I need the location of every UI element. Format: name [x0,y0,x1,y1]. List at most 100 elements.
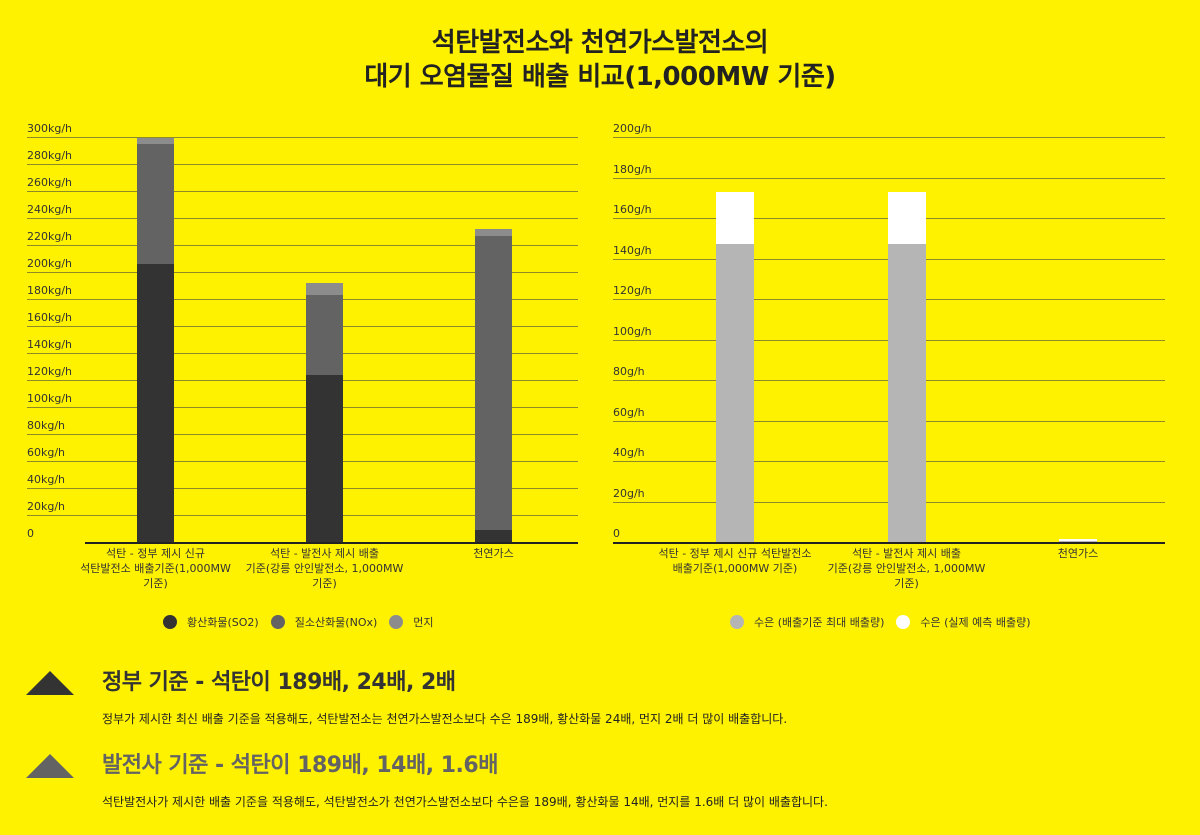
legend-swatch-icon [730,615,744,629]
legend-item: 수은 (배출기준 최대 배출량) [730,614,884,630]
x-category-label-line: 석탄 - 정부 제시 신규 석탄발전소 [658,547,812,560]
y-tick-label: 120g/h [613,284,652,297]
title-line-1: 석탄발전소와 천연가스발전소의 [431,28,769,58]
gridline [27,299,578,300]
x-category-label-line: 석탄 - 정부 제시 신규 [106,547,205,560]
bar-segment [306,294,343,375]
bar-stack [887,0,926,542]
x-category-label: 석탄 - 정부 제시 신규 석탄발전소 배출기준(1,000MW 기준) [66,546,246,591]
x-category-label-line: 천연가스 [1057,547,1099,560]
y-tick-label: 160kg/h [27,311,73,324]
gridline [613,137,1165,138]
gridline [27,245,578,246]
note-heading: 발전사 기준 - 석탄이 189배, 14배, 1.6배 [102,753,498,778]
legend-item: 수은 (실제 예측 배출량) [896,614,1031,630]
triangle-up-icon [26,754,74,778]
gridline [27,461,578,462]
y-tick-label: 200kg/h [27,257,73,270]
legend-label: 수은 (배출기준 최대 배출량) [754,616,885,629]
y-tick-label: 300kg/h [27,122,73,135]
y-tick-label: 140kg/h [27,338,73,351]
y-tick-label: 40kg/h [27,473,66,486]
triangle-up-icon [26,671,74,695]
y-tick-label: 60kg/h [27,446,66,459]
x-category-label-line: 석탄 - 발전사 제시 배출 [851,547,962,560]
legend-right: 수은 (배출기준 최대 배출량) 수은 (실제 예측 배출량) [730,614,1043,630]
legend-item: 질소산화물(NOx) [270,614,378,630]
gridline [27,434,578,435]
bar-segment [716,191,754,245]
x-axis-line [613,542,1165,544]
gridline [27,191,578,192]
legend-left: 황산화물(SO2) 질소산화물(NOx) 먼지 [163,614,446,630]
y-tick-label: 220kg/h [27,230,73,243]
legend-item: 먼지 [389,614,434,630]
y-tick-label: 100g/h [613,324,652,338]
y-tick-label: 120kg/h [27,365,73,378]
bar-segment [137,138,174,144]
gridline [27,137,578,138]
y-tick-label: 200g/h [613,122,652,135]
x-category-label: 천연가스 [988,546,1168,561]
legend-swatch-icon [270,615,285,629]
bar-stack [716,0,754,542]
y-tick-label: 160g/h [613,203,652,216]
y-tick-label: 20kg/h [27,500,66,513]
bar-segment [137,143,174,264]
y-tick-label: 0 [613,527,620,540]
y-tick-label: 240kg/h [27,203,73,216]
y-tick-label: 180g/h [613,162,652,176]
bar-segment [475,235,512,530]
legend-swatch-icon [896,615,911,629]
bar-segment [1059,540,1097,542]
y-tick-label: 280kg/h [27,149,73,162]
x-axis-line [85,542,578,544]
gridline [27,218,578,219]
gridline [613,177,1165,179]
y-tick-label: 260kg/h [27,176,73,189]
bar-segment [887,244,926,542]
x-category-label-line: 천연가스 [473,547,514,560]
bar-segment [137,263,174,542]
gridline [27,407,578,408]
x-category-label: 천연가스 [404,546,584,561]
bar-segment [475,228,512,236]
legend-label: 질소산화물(NOx) [294,616,378,629]
bar-segment [306,282,343,295]
bar-stack [306,0,343,542]
y-tick-label: 140g/h [613,243,652,257]
y-tick-label: 180kg/h [27,284,73,297]
bar-stack [475,0,512,542]
y-tick-label: 60g/h [613,405,645,419]
gridline [27,326,578,327]
legend-item: 황산화물(SO2) [163,614,259,630]
legend-label: 황산화물(SO2) [187,616,259,629]
gridline [27,488,578,489]
title-line-2: 대기 오염물질 배출 비교(1,000MW 기준) [364,62,836,92]
x-category-label-line: 배출기준(1,000MW 기준) [672,562,798,575]
x-category-label-line: 기준(강릉 안인발전소, 1,000MW [245,562,404,575]
bar-stack [1059,0,1097,542]
x-category-label-line: 석탄 - 발전사 제시 배출 [269,547,380,560]
y-tick-label: 100kg/h [27,392,73,405]
bar-segment [475,529,512,542]
bar-stack [137,0,174,542]
gridline [27,515,578,516]
x-category-label-line: 기준(강릉 안인발전소, 1,000MW [827,562,986,575]
y-tick-label: 80kg/h [27,419,66,432]
note-body: 정부가 제시한 최신 배출 기준을 적용해도, 석탄발전소는 천연가스발전소보다… [102,712,788,726]
legend-label: 먼지 [413,616,434,629]
bar-segment [716,244,754,542]
bar-segment [1059,539,1097,541]
bar-segment [306,374,343,542]
gridline [27,272,578,273]
legend-label: 수은 (실제 예측 배출량) [920,616,1031,629]
gridline [27,164,578,165]
x-category-label-line: 기준) [894,577,919,590]
note-heading: 정부 기준 - 석탄이 189배, 24배, 2배 [102,670,456,695]
legend-swatch-icon [163,615,177,629]
x-category-label-line: 기준) [312,577,337,590]
